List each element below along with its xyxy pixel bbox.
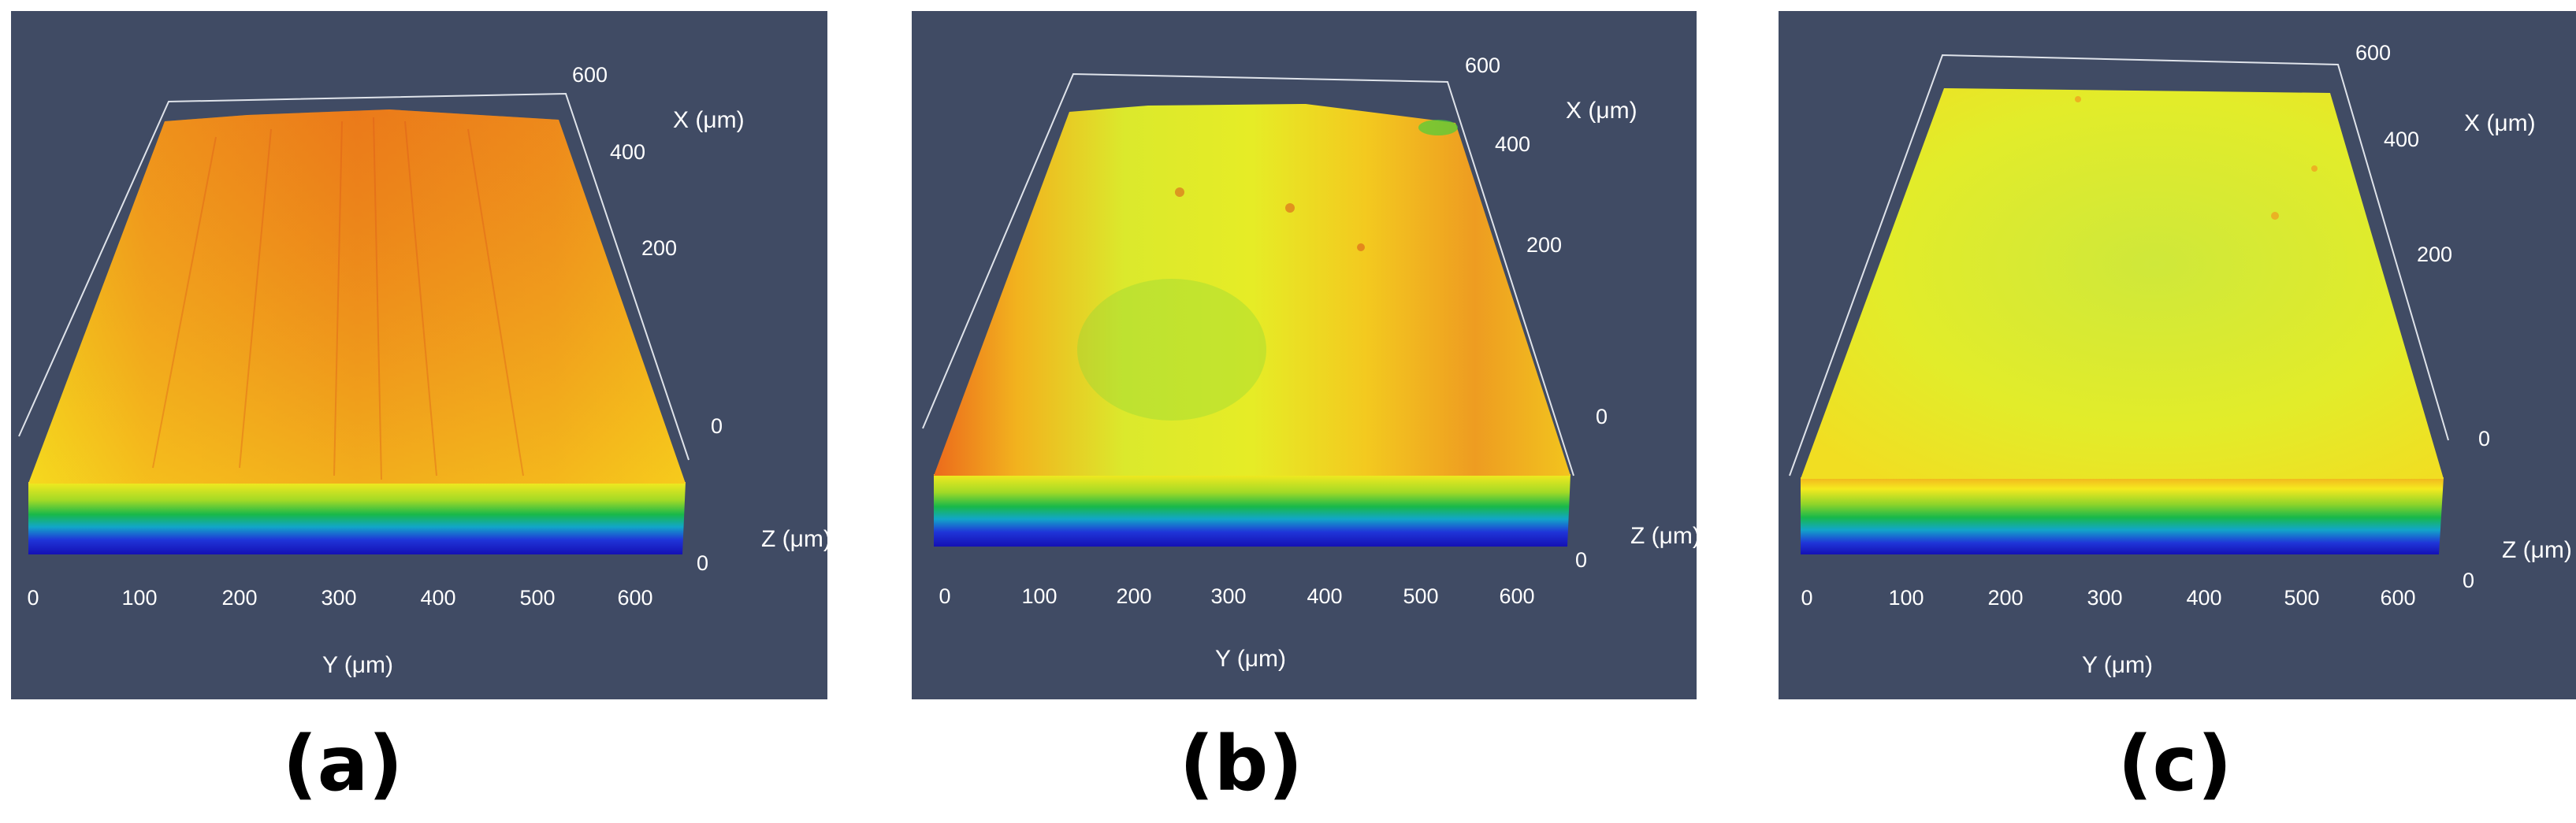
surface-c	[1801, 88, 2444, 479]
y-tick-200-c: 200	[1987, 586, 2023, 610]
surface-plot-a: 600 400 200 X (μm) 0 0 Z (μm) 0 100 200 …	[18, 63, 827, 678]
caption-c: (c)	[2117, 720, 2232, 808]
surface-panel-c: 600 400 200 X (μm) 0 0 Z (μm) 0 100 200 …	[1779, 11, 2576, 699]
y-ticks-a: 0 100 200 300 400 500 600	[27, 586, 652, 610]
surface-b	[934, 104, 1571, 476]
y-tick-600-c: 600	[2380, 586, 2415, 610]
x-tick-200-b: 200	[1526, 233, 1562, 257]
y-tick-400-c: 400	[2186, 586, 2221, 610]
base-block-b	[934, 474, 1571, 547]
x-axis-label-c: X (μm)	[2464, 110, 2536, 136]
bounding-box-a	[18, 92, 690, 461]
y-tick-0-c: 0	[1801, 586, 1812, 610]
z-tick-top-c: 0	[2478, 427, 2490, 450]
y-tick-400-b: 400	[1307, 584, 1342, 608]
y-tick-0-b: 0	[939, 584, 950, 608]
y-axis-label-b: Y (μm)	[1215, 646, 1286, 672]
y-tick-300-a: 300	[321, 586, 356, 610]
caption-a: (a)	[282, 720, 403, 808]
surface-panel-a: 600 400 200 X (μm) 0 0 Z (μm) 0 100 200 …	[11, 11, 827, 699]
x-tick-400-c: 400	[2384, 128, 2419, 151]
base-block-c	[1801, 477, 2444, 554]
z-tick-bottom-a: 0	[697, 551, 708, 575]
caption-b: (b)	[1179, 720, 1303, 808]
z-tick-bottom-c: 0	[2463, 569, 2474, 592]
y-tick-100-c: 100	[1888, 586, 1924, 610]
surface-panel-b: 600 400 200 X (μm) 0 0 Z (μm) 0 100 200 …	[912, 11, 1697, 699]
y-tick-200-b: 200	[1116, 584, 1151, 608]
y-tick-0-a: 0	[27, 586, 39, 610]
y-tick-100-b: 100	[1021, 584, 1057, 608]
y-ticks-b: 0 100 200 300 400 500 600	[939, 584, 1534, 608]
z-axis-label-b: Z (μm)	[1630, 523, 1697, 549]
base-block-a	[28, 482, 686, 554]
y-tick-100-a: 100	[121, 586, 157, 610]
y-tick-500-b: 500	[1403, 584, 1438, 608]
y-tick-600-b: 600	[1499, 584, 1534, 608]
y-tick-300-c: 300	[2087, 586, 2122, 610]
x-tick-600-c: 600	[2355, 41, 2391, 65]
z-tick-top-b: 0	[1596, 405, 1608, 428]
y-axis-label-a: Y (μm)	[322, 652, 393, 678]
x-tick-600-b: 600	[1465, 54, 1500, 77]
z-axis-label-c: Z (μm)	[2502, 537, 2572, 563]
y-ticks-c: 0 100 200 300 400 500 600	[1801, 586, 2415, 610]
bounding-box-b	[922, 72, 1574, 476]
x-tick-600-a: 600	[572, 63, 608, 87]
surface-plot-b: 600 400 200 X (μm) 0 0 Z (μm) 0 100 200 …	[922, 54, 1697, 672]
bounding-box-c	[1789, 54, 2449, 476]
y-tick-500-a: 500	[519, 586, 555, 610]
y-tick-300-b: 300	[1210, 584, 1246, 608]
x-axis-label-b: X (μm)	[1566, 98, 1637, 124]
z-axis-label-a: Z (μm)	[761, 526, 827, 552]
z-tick-top-a: 0	[711, 414, 723, 438]
y-axis-label-c: Y (μm)	[2082, 652, 2153, 678]
y-tick-500-c: 500	[2284, 586, 2319, 610]
y-tick-200-a: 200	[221, 586, 257, 610]
x-tick-200-c: 200	[2417, 243, 2452, 266]
surface-plot-c: 600 400 200 X (μm) 0 0 Z (μm) 0 100 200 …	[1789, 41, 2572, 678]
z-tick-bottom-b: 0	[1575, 548, 1587, 572]
x-tick-200-a: 200	[641, 236, 677, 260]
x-axis-label-a: X (μm)	[673, 107, 745, 133]
x-tick-400-b: 400	[1495, 132, 1530, 156]
y-tick-400-a: 400	[420, 586, 455, 610]
y-tick-600-a: 600	[617, 586, 652, 610]
x-tick-400-a: 400	[610, 140, 645, 164]
